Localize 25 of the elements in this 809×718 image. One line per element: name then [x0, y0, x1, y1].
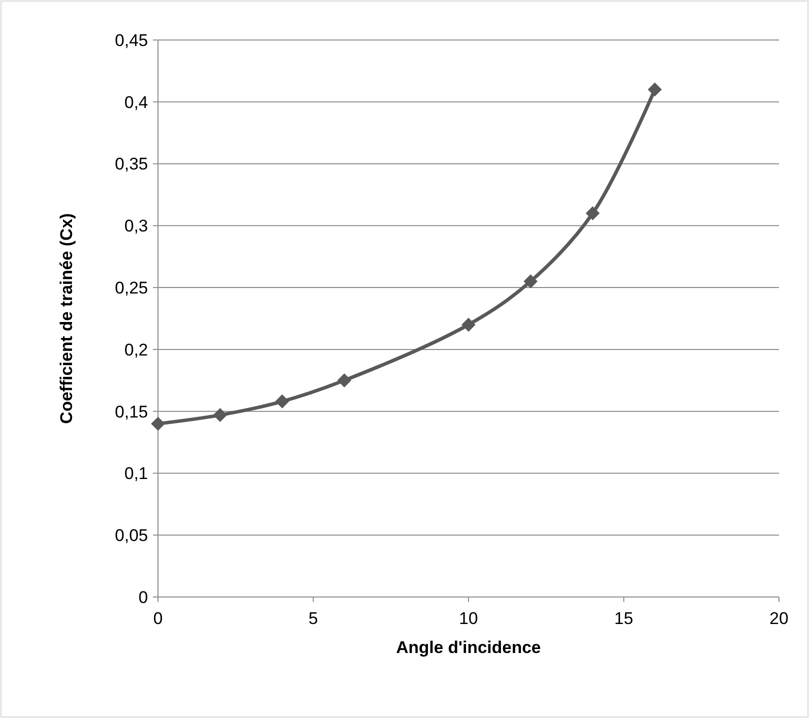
- y-tick-label: 0,15: [114, 402, 148, 422]
- x-tick-label: 0: [153, 609, 163, 628]
- point: [275, 394, 290, 408]
- y-tick-label: 0,45: [114, 30, 148, 50]
- point: [524, 274, 538, 288]
- point: [586, 206, 600, 220]
- y-tick-label: 0,35: [114, 154, 148, 174]
- y-tick-label: 0,1: [124, 464, 148, 484]
- x-tick-label: 20: [770, 609, 788, 628]
- y-tick-label: 0: [138, 588, 148, 607]
- x-axis-title: Angle d'incidence: [396, 638, 541, 657]
- x-tick-label: 5: [308, 609, 318, 628]
- y-axis-title: Coefficient de trainée (Cx): [57, 213, 76, 424]
- point: [648, 82, 662, 97]
- y-tick-label: 0,3: [124, 216, 148, 236]
- x-tick-label: 10: [459, 609, 478, 628]
- point: [462, 318, 476, 332]
- y-tick-label: 0,25: [114, 278, 148, 298]
- x-tick-label: 15: [614, 609, 634, 628]
- y-tick-label: 0,4: [124, 92, 148, 112]
- y-tick-label: 0,2: [124, 340, 148, 360]
- point: [213, 408, 228, 422]
- point: [337, 373, 352, 388]
- point: [151, 416, 165, 431]
- y-tick-label: 0,05: [114, 526, 148, 546]
